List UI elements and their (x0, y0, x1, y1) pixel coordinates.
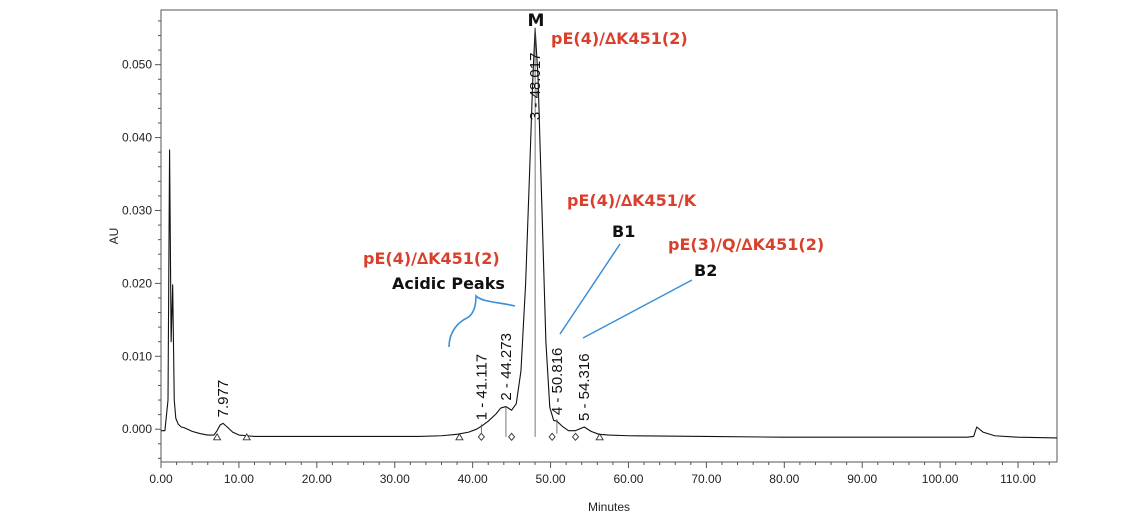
baseline-triangle-marker (242, 432, 251, 441)
acidic-peaks-label: Acidic Peaks (392, 274, 505, 293)
y-axis-title: AU (107, 228, 121, 245)
y-tick-label: 0.020 (122, 276, 152, 290)
acidic-peaks-brace (448, 294, 516, 348)
x-tick-label: 20.00 (302, 472, 332, 486)
baseline-triangle-marker (212, 432, 222, 441)
peak-retention-label: 3 - 48.017 (527, 53, 544, 121)
main-peak-marker: M (528, 11, 545, 31)
baseline-diamond-marker (477, 432, 485, 442)
trace-layer (161, 27, 1058, 439)
y-tick-label: 0.030 (122, 203, 152, 217)
y-tick-label: 0.050 (122, 58, 152, 72)
peak-retention-label: 5 - 54.316 (576, 353, 593, 421)
x-tick-label: 40.00 (458, 472, 488, 486)
plot-frame (160, 9, 1058, 463)
chromatogram-trace (161, 27, 1058, 439)
x-tick-label: 70.00 (691, 472, 721, 486)
baseline-triangle-marker (595, 432, 604, 441)
x-tick-label: 90.00 (847, 472, 877, 486)
baseline-diamond-marker (571, 432, 580, 442)
baseline-diamond-marker (508, 432, 516, 442)
peak-retention-label: 7.977 (215, 380, 232, 418)
x-tick-label: 60.00 (613, 472, 643, 486)
b1-label: B1 (612, 222, 635, 241)
baseline-diamond-marker (548, 432, 556, 442)
axis-ticks: 0.00 10.00 20.00 30.00 40.00 50.00 60.00 70.00 8… (122, 20, 1050, 486)
x-tick-label: 10.00 (224, 472, 254, 486)
b2-label: B2 (694, 261, 717, 280)
baseline-triangle-marker (455, 432, 464, 441)
x-tick-label: 50.00 (536, 472, 566, 486)
main-peak-species: pE(4)/∆K451(2) (551, 29, 688, 48)
y-tick-label: 0.010 (122, 349, 152, 363)
x-axis-title: Minutes (588, 500, 630, 514)
peak-retention-label: 2 - 44.273 (498, 333, 515, 401)
x-tick-label: 30.00 (380, 472, 410, 486)
peak-retention-label: 1 - 41.117 (473, 354, 490, 420)
x-tick-label: 80.00 (769, 472, 799, 486)
integration-markers (212, 28, 604, 442)
x-tick-label: 100.00 (922, 472, 959, 486)
x-tick-label: 0.00 (149, 472, 173, 486)
y-tick-label: 0.040 (122, 131, 152, 145)
y-tick-label: 0.000 (122, 422, 152, 436)
b1-callout-line (559, 243, 621, 335)
callout-lines (559, 243, 693, 339)
peak-labels: 7.977 1 - 41.117 2 - 44.273 3 - 48.017 4 - 5… (215, 53, 593, 421)
b1-species: pE(4)/∆K451/K (567, 191, 697, 210)
x-tick-label: 110.00 (1000, 472, 1036, 486)
acidic-species: pE(4)/∆K451(2) (363, 249, 500, 268)
b2-species: pE(3)/Q/∆K451(2) (668, 235, 824, 254)
peak-retention-label: 4 - 50.816 (549, 348, 566, 416)
b2-callout-line (582, 279, 693, 339)
